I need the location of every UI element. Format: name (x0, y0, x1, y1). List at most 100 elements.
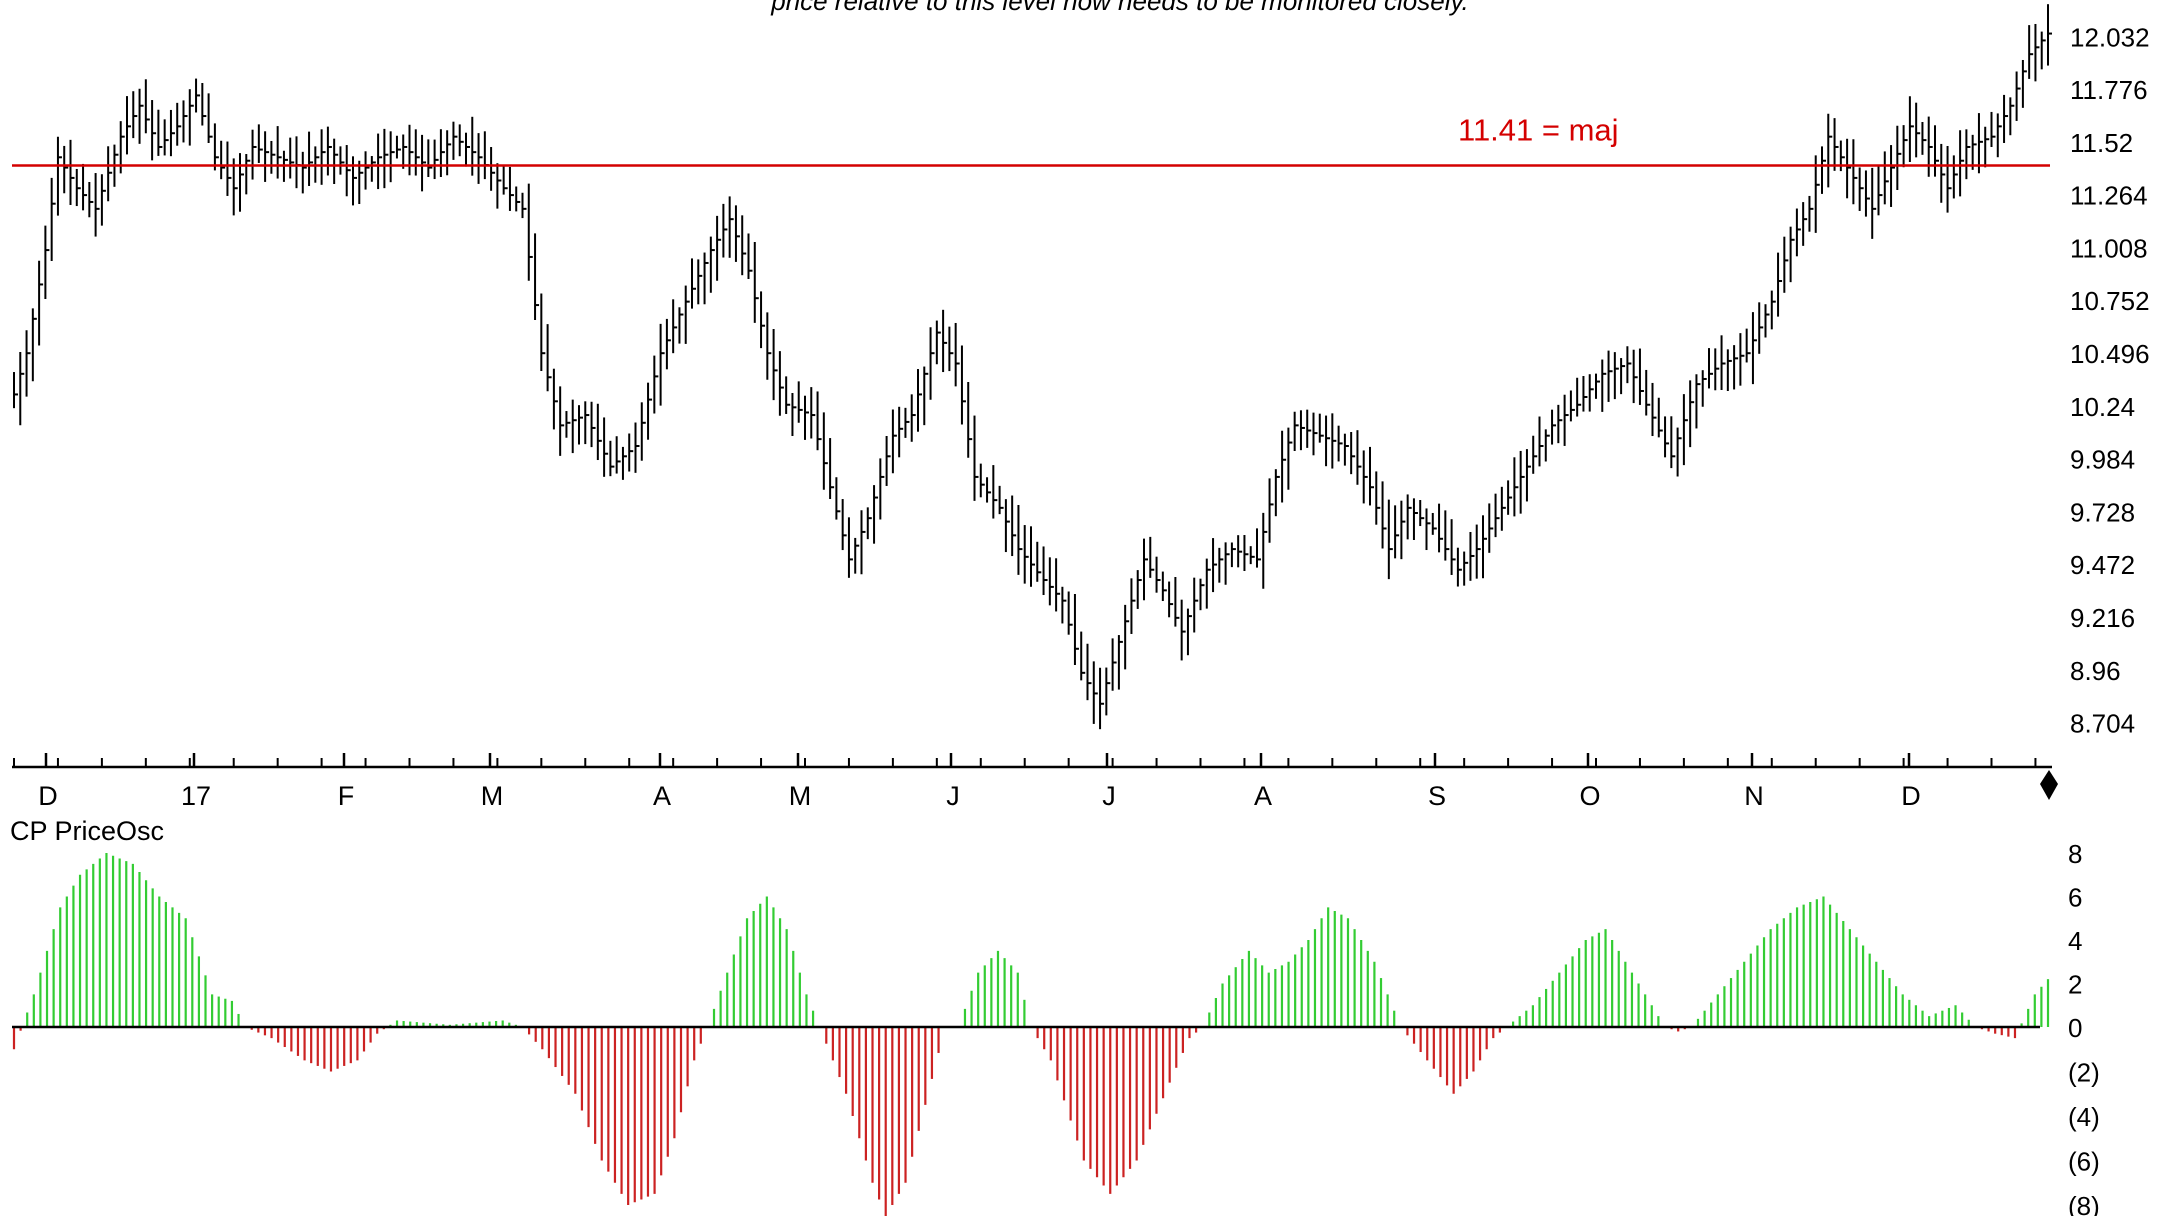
price-bar (195, 78, 201, 113)
price-bar (1846, 138, 1852, 199)
price-bar (1507, 480, 1513, 515)
price-bar (1588, 374, 1594, 412)
price-bar (1864, 170, 1870, 217)
price-bar (973, 415, 979, 501)
price-bar (960, 345, 966, 425)
price-bar (1525, 449, 1531, 502)
price-axis-label: 12.032 (2070, 22, 2150, 52)
price-axis-label: 9.216 (2070, 603, 2135, 633)
price-bar (1670, 416, 1676, 469)
price-bar (25, 330, 31, 397)
price-bar (603, 417, 609, 477)
price-bar (1375, 471, 1381, 525)
price-bar (364, 151, 370, 190)
price-bar (1143, 538, 1148, 601)
price-bar (917, 369, 922, 432)
price-bar (452, 121, 458, 160)
price-bar (301, 151, 307, 194)
price-bar (590, 401, 596, 448)
price-panel: price relative to this level now needs t… (12, 0, 2150, 811)
price-bar (647, 382, 653, 440)
oscillator-panel: CP PriceOsc 8 6 4 2 0 (2) (4) (6) (8) (10, 816, 2100, 1216)
price-bar (1256, 528, 1261, 568)
price-axis-labels: 12.032 11.776 11.52 11.264 11.008 10.752 10.49… (2070, 22, 2150, 738)
price-bar (866, 507, 872, 540)
price-bar (885, 436, 891, 486)
time-axis-label: D (38, 781, 58, 811)
price-bar (835, 477, 841, 520)
price-bar (56, 136, 62, 216)
price-bar (684, 285, 690, 344)
price-axis-label: 11.776 (2070, 75, 2148, 105)
price-bar (2003, 94, 2009, 143)
time-axis-label: O (1579, 781, 1600, 811)
price-bar (38, 260, 44, 346)
price-bar (578, 405, 583, 445)
price-bar (251, 129, 257, 180)
price-bar (1952, 155, 1958, 199)
price-bar (1262, 512, 1268, 589)
price-bar (1538, 416, 1544, 467)
price-bar (13, 372, 18, 409)
price-bar (1281, 430, 1287, 503)
time-axis-label: N (1744, 781, 1764, 811)
price-bar (1733, 345, 1739, 390)
price-bar (1431, 512, 1437, 535)
price-bar (1708, 348, 1713, 389)
price-axis-label: 11.264 (2070, 181, 2148, 211)
price-bar (1362, 450, 1368, 504)
price-bar (1061, 586, 1067, 624)
price-bar (1337, 425, 1343, 462)
major-level-label: 11.41 = maj (1458, 113, 1619, 148)
oscillator-axis-label: 2 (2068, 970, 2082, 1000)
price-bar (571, 399, 577, 454)
price-bar (741, 215, 747, 276)
oscillator-axis-label: 4 (2068, 926, 2082, 956)
price-bar (1350, 431, 1356, 475)
price-bar (992, 465, 998, 519)
price-axis-label: 9.472 (2070, 550, 2135, 580)
price-bar (1764, 304, 1770, 338)
time-axis-label: 17 (181, 781, 211, 811)
price-bar (182, 100, 188, 143)
price-bar (1475, 524, 1481, 579)
price-bar (1871, 167, 1877, 239)
price-bar (1977, 113, 1983, 174)
price-bar (1199, 578, 1205, 611)
oscillator-axis-labels: 8 6 4 2 0 (2) (4) (6) (8) (2068, 839, 2100, 1216)
price-bar (1513, 457, 1519, 517)
price-bar (1161, 571, 1167, 602)
price-bar (75, 168, 81, 207)
price-bar (1268, 478, 1274, 543)
price-bar (477, 133, 483, 184)
price-bar (1444, 510, 1450, 561)
price-bar (640, 402, 646, 461)
price-bar (1111, 638, 1117, 691)
price-bar (1563, 394, 1569, 446)
price-bar (822, 412, 828, 490)
price-axis-label: 10.24 (2070, 392, 2135, 422)
price-bar (1821, 146, 1826, 194)
price-axis-label: 11.008 (2070, 233, 2148, 263)
price-bar (1676, 427, 1682, 477)
price-bar (1482, 515, 1487, 579)
price-bar (1726, 349, 1732, 391)
price-bar (1306, 409, 1312, 448)
price-bar (791, 393, 797, 436)
price-bar (559, 386, 565, 456)
price-bar (1858, 167, 1864, 211)
oscillator-axis-label: (4) (2068, 1102, 2100, 1132)
price-bar (1042, 546, 1048, 596)
price-bar (1896, 125, 1902, 190)
price-bar (609, 440, 615, 477)
price-bar (2047, 4, 2052, 66)
price-bar (239, 153, 244, 212)
price-bar (1004, 499, 1010, 553)
price-bar (678, 307, 684, 344)
price-bar (245, 154, 251, 195)
price-bar (1212, 538, 1218, 593)
price-bar (226, 141, 232, 196)
price-bar (1299, 410, 1305, 451)
price-bar (1795, 208, 1801, 257)
price-bar (1406, 494, 1412, 540)
